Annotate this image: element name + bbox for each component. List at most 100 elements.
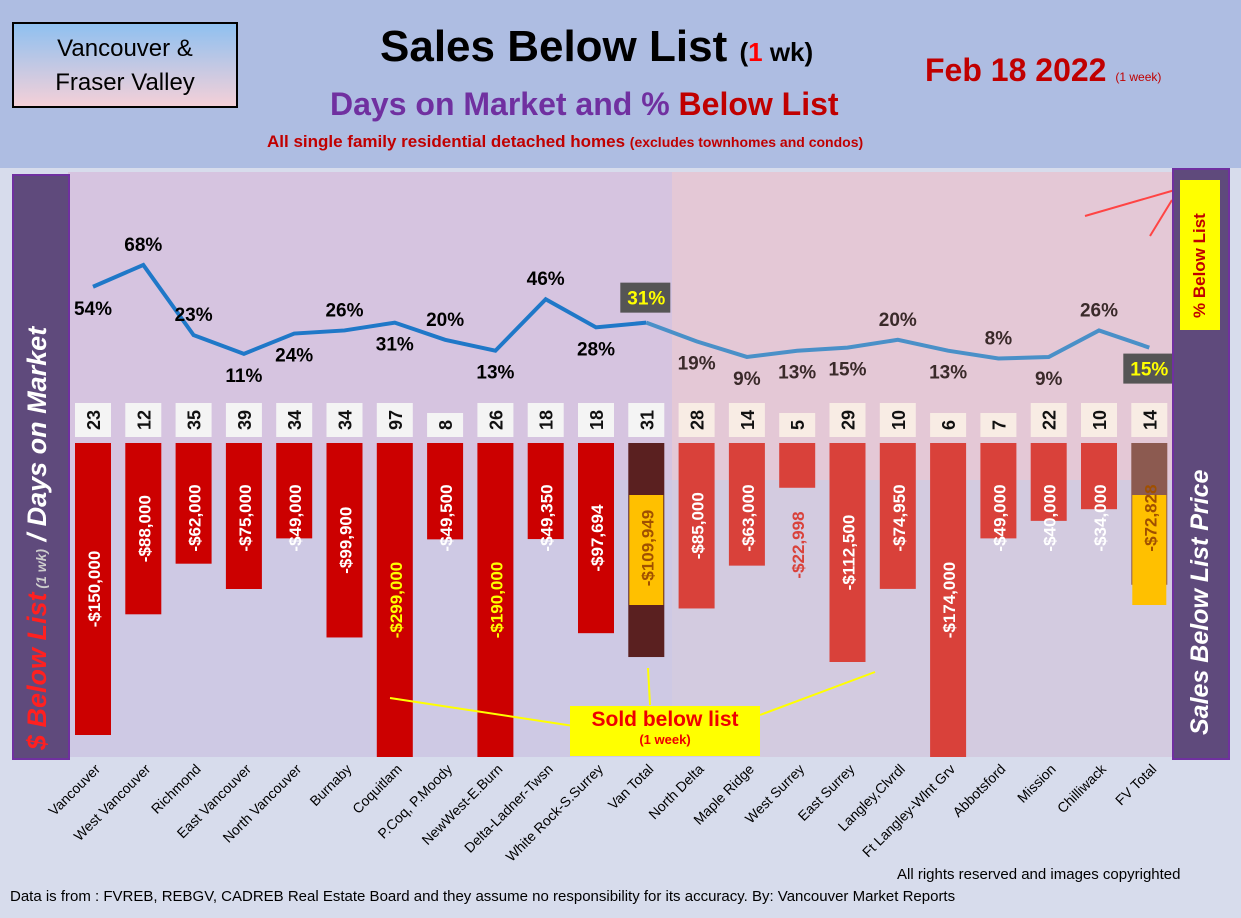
days-box bbox=[125, 403, 162, 437]
days-box bbox=[276, 403, 313, 437]
pct-total-box bbox=[1123, 353, 1174, 384]
bar-value-label: -$72,828 bbox=[1141, 484, 1160, 551]
bar bbox=[578, 443, 614, 634]
rights-text: All rights reserved and images copyright… bbox=[897, 866, 1181, 883]
category-label: Van Total bbox=[605, 761, 657, 813]
pct-label: 19% bbox=[678, 353, 716, 374]
left-axis-panel bbox=[12, 174, 70, 760]
pct-label: 31% bbox=[627, 289, 665, 310]
total-highlight bbox=[629, 495, 664, 605]
days-box bbox=[1131, 403, 1168, 437]
pct-label: 9% bbox=[733, 369, 761, 390]
days-box bbox=[1030, 403, 1067, 437]
days-box bbox=[75, 403, 111, 437]
annotation-arrow bbox=[647, 667, 651, 706]
days-box bbox=[225, 403, 262, 437]
date: Feb 18 2022 (1 week) bbox=[925, 52, 1162, 88]
category-label: Abbotsford bbox=[949, 761, 1008, 820]
pct-label: 68% bbox=[124, 235, 162, 256]
pct-label: 31% bbox=[376, 335, 414, 356]
bar bbox=[1081, 443, 1117, 510]
days-label: 18 bbox=[537, 410, 557, 430]
bar-value-label: -$22,998 bbox=[789, 511, 808, 578]
days-label: 23 bbox=[84, 410, 104, 430]
bar bbox=[225, 443, 262, 589]
bar-value-label: -$85,000 bbox=[689, 492, 708, 559]
days-label: 5 bbox=[788, 420, 808, 430]
pct-label: 11% bbox=[225, 366, 262, 387]
bar-value-label: -$74,950 bbox=[890, 484, 909, 551]
bar bbox=[678, 443, 715, 609]
chart-title: Sales Below List (1 wk) bbox=[380, 22, 814, 71]
days-box bbox=[628, 403, 665, 437]
subtitle: Days on Market and % Below List bbox=[330, 86, 839, 122]
days-box bbox=[678, 403, 715, 437]
bar-value-label: -$34,000 bbox=[1091, 484, 1110, 551]
right-axis-label: Sales Below List Price bbox=[1186, 469, 1214, 735]
days-label: 12 bbox=[134, 410, 154, 430]
pct-label: 24% bbox=[275, 346, 313, 367]
pct-line-van bbox=[92, 262, 647, 356]
pct-label: 28% bbox=[577, 339, 615, 360]
pct-label: 15% bbox=[828, 360, 866, 381]
days-box bbox=[779, 413, 816, 437]
bar bbox=[829, 443, 866, 662]
pct-label: 26% bbox=[325, 300, 363, 321]
bar bbox=[477, 443, 514, 757]
bar-value-label: -$190,000 bbox=[487, 562, 506, 639]
days-box bbox=[980, 413, 1017, 437]
bar-value-label: -$49,500 bbox=[437, 484, 456, 551]
bar-value-label: -$299,000 bbox=[387, 562, 406, 639]
bar-value-label: -$40,000 bbox=[1041, 484, 1060, 551]
pct-total-box bbox=[620, 282, 671, 313]
days-box bbox=[578, 403, 614, 437]
bar-value-label: -$99,900 bbox=[337, 507, 356, 574]
days-label: 39 bbox=[235, 410, 255, 430]
annotation-arrow bbox=[759, 671, 876, 716]
days-box bbox=[728, 403, 765, 437]
note: All single family residential detached h… bbox=[267, 132, 864, 151]
category-label: FV Total bbox=[1112, 761, 1159, 808]
days-label: 29 bbox=[839, 410, 859, 430]
days-box bbox=[829, 403, 866, 437]
bar bbox=[125, 443, 162, 615]
days-label: 7 bbox=[989, 420, 1009, 430]
pct-label: 20% bbox=[426, 310, 464, 331]
days-box bbox=[326, 403, 363, 437]
days-label: 6 bbox=[939, 420, 959, 430]
sold-below-annotation: Sold below list (1 week) bbox=[570, 706, 760, 756]
annotation-arrow bbox=[389, 697, 601, 731]
category-label: Mission bbox=[1014, 761, 1059, 806]
days-label: 14 bbox=[738, 410, 758, 430]
days-label: 35 bbox=[185, 410, 205, 430]
bar-value-label: -$62,000 bbox=[186, 484, 205, 551]
bar bbox=[1030, 443, 1067, 521]
bar-value-label: -$97,694 bbox=[588, 504, 607, 572]
bar bbox=[75, 443, 111, 735]
days-label: 18 bbox=[587, 410, 607, 430]
bar-value-label: -$174,000 bbox=[940, 562, 959, 639]
pct-label: 13% bbox=[476, 363, 514, 384]
pct-label: 15% bbox=[1130, 360, 1168, 381]
legend-arrow bbox=[1149, 199, 1173, 237]
bar-value-label: -$49,000 bbox=[990, 484, 1009, 551]
bar-value-label: -$112,500 bbox=[840, 515, 859, 591]
days-label: 31 bbox=[637, 410, 657, 430]
bar-value-label: -$49,350 bbox=[538, 484, 557, 551]
pct-label: 46% bbox=[527, 269, 565, 290]
bar bbox=[879, 443, 916, 589]
pct-label: 26% bbox=[1080, 300, 1118, 321]
bar-value-label: -$63,000 bbox=[739, 484, 758, 551]
bar bbox=[779, 443, 816, 488]
pct-label: 20% bbox=[879, 310, 917, 331]
legend-arrow bbox=[1084, 189, 1176, 217]
region-line2: Fraser Valley bbox=[55, 69, 195, 96]
pct-label: 8% bbox=[985, 329, 1013, 350]
bar bbox=[728, 443, 765, 566]
bar bbox=[326, 443, 363, 638]
days-label: 10 bbox=[1090, 410, 1110, 430]
pct-label: 13% bbox=[778, 363, 816, 384]
pct-legend-tag bbox=[1180, 180, 1220, 330]
bar bbox=[980, 443, 1017, 539]
